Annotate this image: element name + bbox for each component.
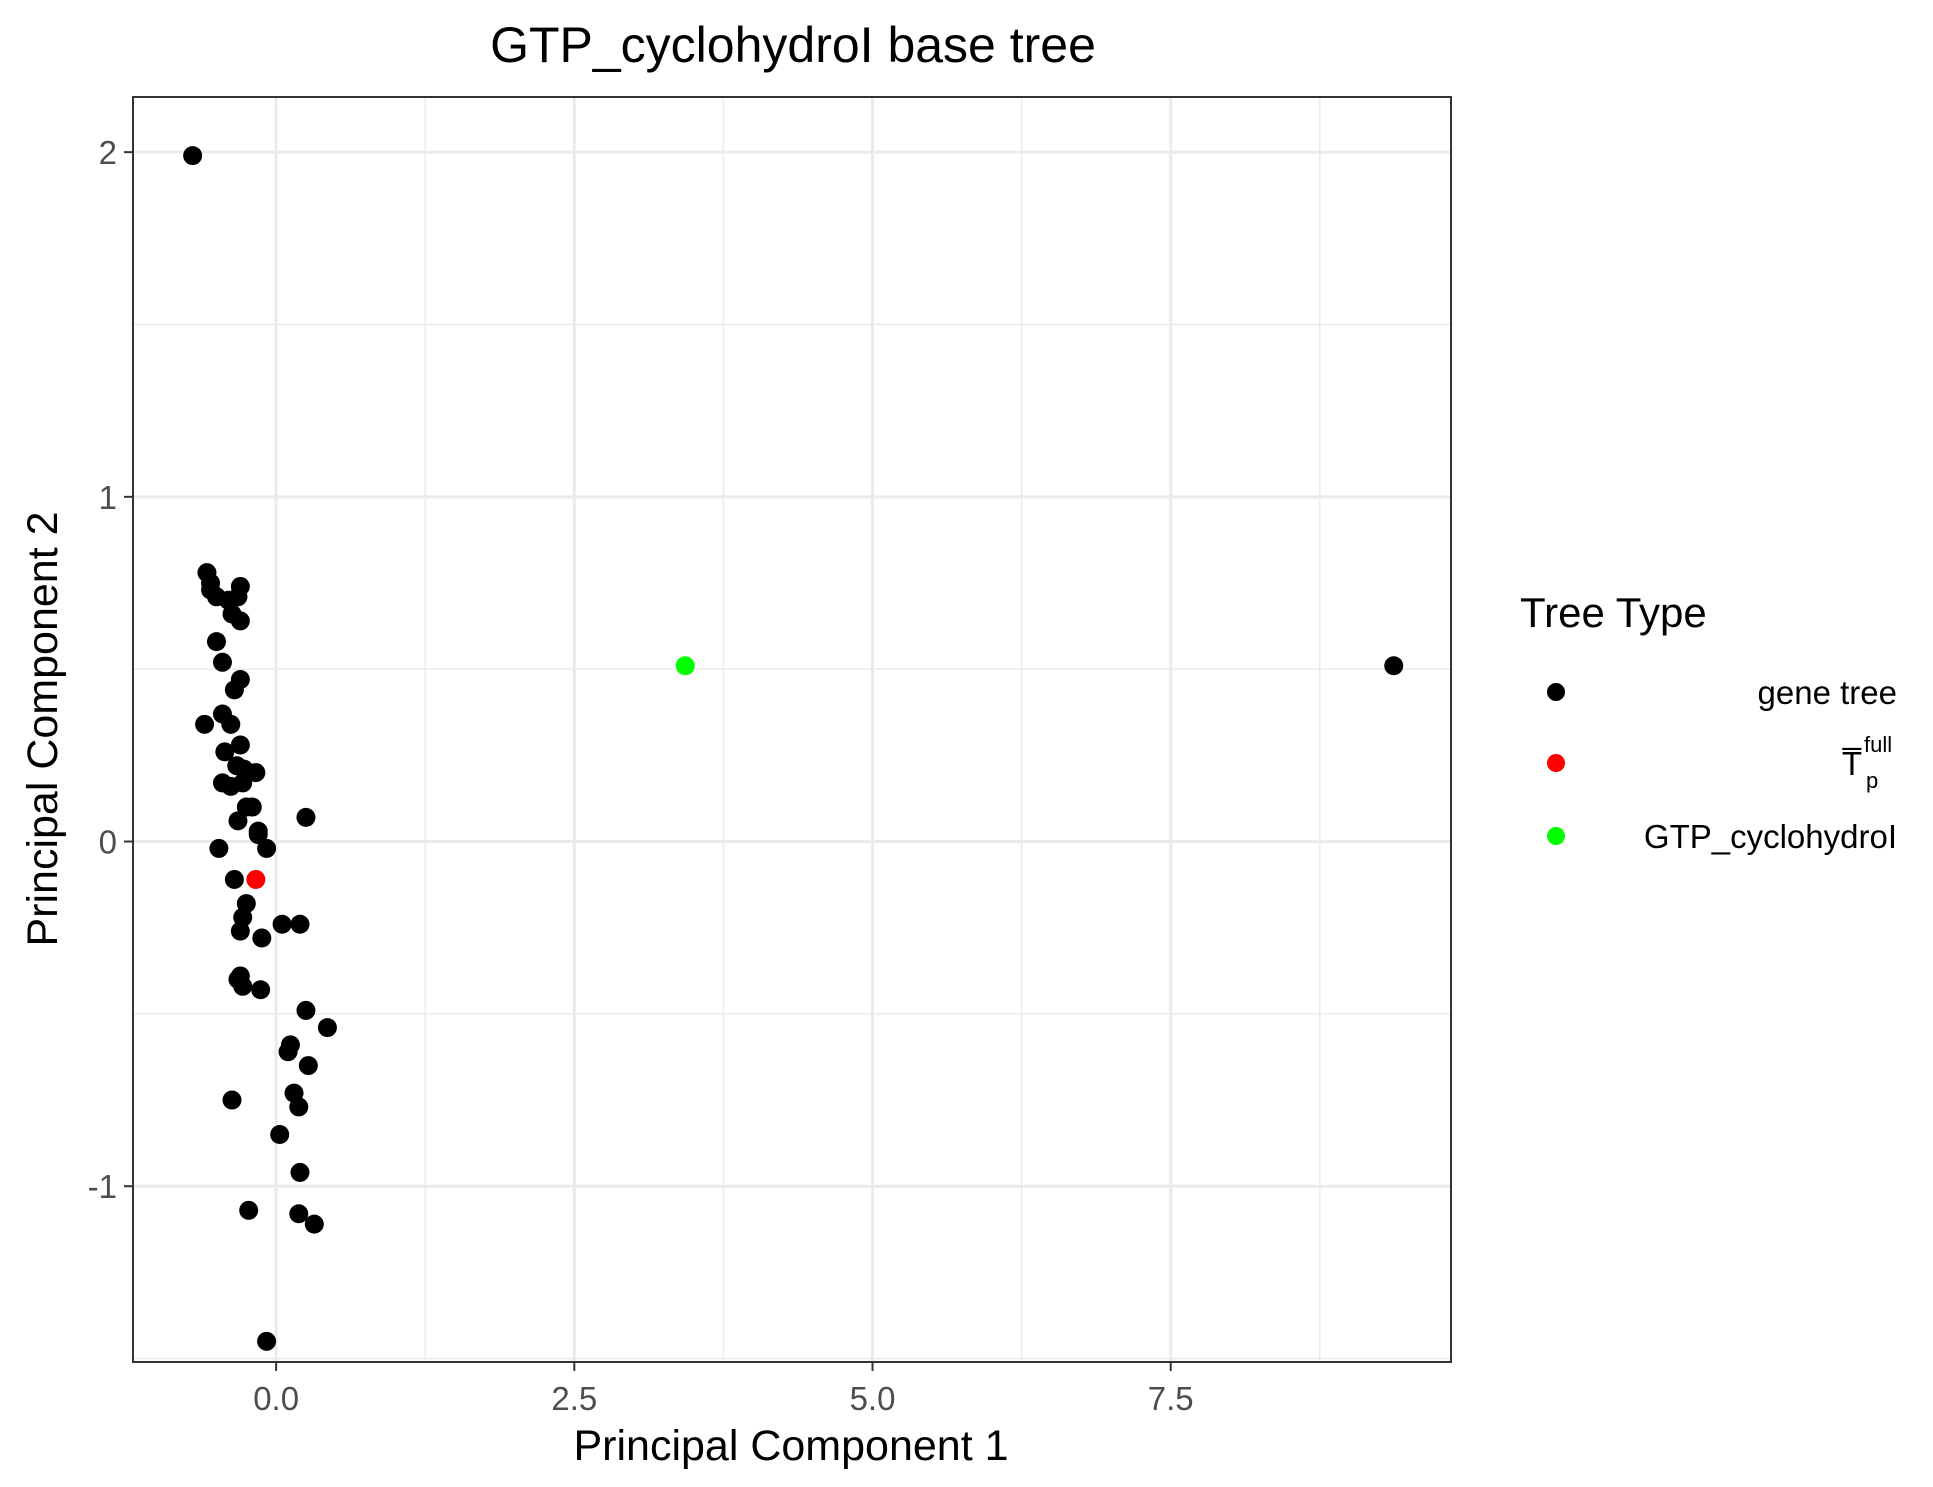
x-axis-title: Principal Component 1	[573, 1422, 1008, 1470]
point-gene-tree	[270, 1125, 290, 1145]
point-gtp-cyclohydroi	[675, 656, 695, 676]
point-gene-tree	[221, 714, 241, 734]
point-gene-tree	[215, 742, 235, 762]
legend-key-consensus-tree	[1547, 754, 1565, 772]
point-gene-tree	[298, 1056, 318, 1076]
point-gene-tree	[224, 869, 244, 889]
plot-panel-border	[132, 96, 1452, 1363]
chart-title: GTP_cyclohydroI base tree	[490, 17, 1096, 73]
x-axis-ticks: 0.0 2.5 5.0 7.5	[253, 1362, 1194, 1417]
y-tick-label: 0	[99, 824, 117, 861]
point-gene-tree	[228, 811, 248, 831]
point-gene-tree	[296, 1000, 316, 1020]
point-gene-tree	[278, 1042, 298, 1062]
point-gene-tree	[233, 976, 253, 996]
point-gene-tree	[290, 914, 310, 934]
point-gene-tree	[290, 1162, 310, 1182]
legend-label-consensus-tree: T̅	[1842, 745, 1862, 782]
point-gene-tree	[296, 807, 316, 827]
major-gridlines	[133, 97, 1451, 1362]
point-consensus-tree	[246, 869, 266, 889]
point-gene-tree	[242, 797, 262, 817]
data-points	[183, 146, 1404, 1351]
point-gene-tree	[230, 735, 250, 755]
legend-label-gtp-cyclohydroi: GTP_cyclohydroI	[1644, 818, 1897, 855]
x-tick-label: 5.0	[850, 1380, 896, 1417]
point-gene-tree	[304, 1214, 324, 1234]
point-gene-tree	[230, 611, 250, 631]
legend: Tree Type gene tree T̅ full p GTP_cycloh…	[1520, 589, 1897, 855]
point-gene-tree	[257, 1331, 277, 1351]
point-gene-tree	[195, 714, 215, 734]
y-axis-ticks: -1 0 1 2	[88, 134, 133, 1205]
point-gene-tree	[257, 838, 277, 858]
x-tick-label: 2.5	[551, 1380, 597, 1417]
legend-title: Tree Type	[1520, 589, 1707, 636]
point-gene-tree	[246, 763, 266, 783]
legend-label-consensus-subscript: p	[1866, 768, 1878, 793]
point-gene-tree	[206, 632, 226, 652]
point-gene-tree	[248, 825, 268, 845]
point-gene-tree	[183, 146, 203, 166]
point-gene-tree	[251, 980, 271, 1000]
point-gene-tree	[1384, 656, 1404, 676]
point-gene-tree	[222, 1090, 242, 1110]
legend-key-gtp-cyclohydroi	[1547, 827, 1565, 845]
point-gene-tree	[212, 652, 232, 672]
point-gene-tree	[317, 1018, 337, 1038]
x-tick-label: 0.0	[253, 1380, 299, 1417]
point-gene-tree	[224, 680, 244, 700]
y-tick-label: 2	[99, 134, 117, 171]
point-gene-tree	[239, 1200, 259, 1220]
minor-gridlines	[133, 97, 1451, 1362]
point-gene-tree	[209, 838, 229, 858]
y-tick-label: 1	[99, 479, 117, 516]
x-tick-label: 7.5	[1148, 1380, 1194, 1417]
point-gene-tree	[252, 928, 272, 948]
y-tick-label: -1	[88, 1168, 117, 1205]
point-gene-tree	[228, 587, 248, 607]
y-axis-title: Principal Component 2	[19, 511, 67, 946]
point-gene-tree	[289, 1204, 309, 1224]
point-gene-tree	[289, 1097, 309, 1117]
point-gene-tree	[272, 914, 292, 934]
point-gene-tree	[233, 773, 253, 793]
legend-label-consensus-superscript: full	[1864, 732, 1892, 757]
legend-label-gene-tree: gene tree	[1758, 674, 1897, 711]
point-gene-tree	[230, 921, 250, 941]
legend-key-gene-tree	[1547, 683, 1565, 701]
